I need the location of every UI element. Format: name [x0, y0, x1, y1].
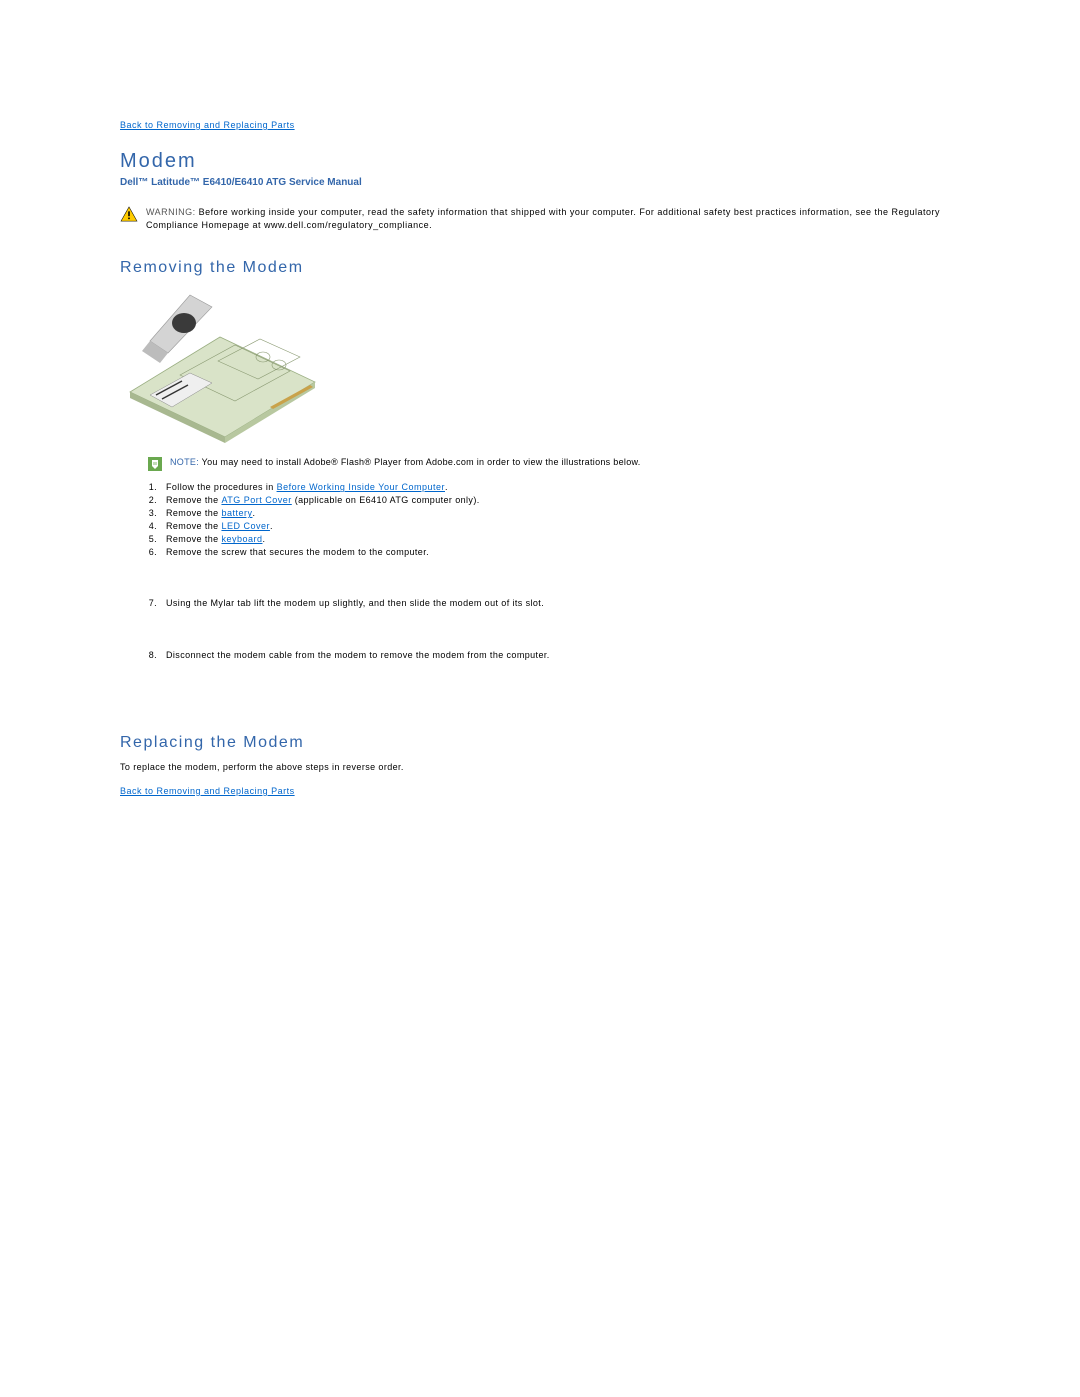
step-text: .	[445, 482, 448, 492]
warning-icon	[120, 206, 138, 222]
step-item: Remove the screw that secures the modem …	[160, 546, 960, 559]
note-notice: NOTE: You may need to install Adobe® Fla…	[148, 457, 960, 471]
note-body: You may need to install Adobe® Flash® Pl…	[199, 457, 641, 467]
steps-list: Follow the procedures in Before Working …	[134, 481, 960, 559]
step-item: Remove the keyboard.	[160, 533, 960, 546]
step-text: Disconnect the modem cable from the mode…	[166, 650, 550, 660]
step-item: Using the Mylar tab lift the modem up sl…	[160, 597, 960, 610]
steps-list-cont-1: Using the Mylar tab lift the modem up sl…	[134, 597, 960, 610]
link-atg-port-cover[interactable]: ATG Port Cover	[221, 495, 291, 505]
step-text: Using the Mylar tab lift the modem up sl…	[166, 598, 544, 608]
step-item: Remove the ATG Port Cover (applicable on…	[160, 494, 960, 507]
step-text: Remove the	[166, 521, 221, 531]
link-keyboard[interactable]: keyboard	[221, 534, 262, 544]
step-text: Remove the	[166, 508, 221, 518]
step-text: Remove the	[166, 534, 221, 544]
step-text: Remove the	[166, 495, 221, 505]
warning-text: WARNING: Before working inside your comp…	[146, 206, 960, 231]
link-led-cover[interactable]: LED Cover	[221, 521, 270, 531]
page-subtitle: Dell™ Latitude™ E6410/E6410 ATG Service …	[120, 177, 960, 188]
link-battery[interactable]: battery	[221, 508, 252, 518]
back-link-top[interactable]: Back to Removing and Replacing Parts	[120, 120, 295, 130]
warning-body: Before working inside your computer, rea…	[146, 207, 940, 230]
step-text: Follow the procedures in	[166, 482, 277, 492]
step-item: Remove the battery.	[160, 507, 960, 520]
link-before-working[interactable]: Before Working Inside Your Computer	[277, 482, 445, 492]
warning-lead: WARNING:	[146, 207, 196, 217]
back-link-bottom[interactable]: Back to Removing and Replacing Parts	[120, 786, 295, 796]
page-title: Modem	[120, 150, 960, 173]
replacing-text: To replace the modem, perform the above …	[120, 762, 960, 772]
note-text-wrap: NOTE: You may need to install Adobe® Fla…	[170, 457, 641, 467]
modem-illustration	[120, 287, 320, 447]
section-removing-title: Removing the Modem	[120, 259, 960, 277]
step-text: .	[262, 534, 265, 544]
step-item: Follow the procedures in Before Working …	[160, 481, 960, 494]
note-icon	[148, 457, 162, 471]
note-lead: NOTE:	[170, 457, 199, 467]
step-text: .	[252, 508, 255, 518]
steps-list-cont-2: Disconnect the modem cable from the mode…	[134, 649, 960, 662]
step-text: (applicable on E6410 ATG computer only).	[292, 495, 480, 505]
step-text: Remove the screw that secures the modem …	[166, 547, 429, 557]
spacer	[120, 666, 960, 716]
warning-notice: WARNING: Before working inside your comp…	[120, 206, 960, 231]
spacer	[120, 615, 960, 645]
step-item: Disconnect the modem cable from the mode…	[160, 649, 960, 662]
spacer	[120, 563, 960, 593]
section-replacing-title: Replacing the Modem	[120, 734, 960, 752]
page-container: Back to Removing and Replacing Parts Mod…	[0, 0, 1080, 836]
step-text: .	[270, 521, 273, 531]
step-item: Remove the LED Cover.	[160, 520, 960, 533]
